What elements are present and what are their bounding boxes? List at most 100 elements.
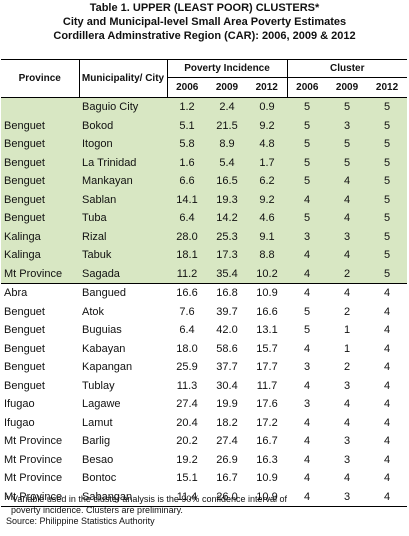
province-cell: Benguet [4,305,45,318]
poverty-2012-cell: 17.2 [256,416,278,429]
cluster-2009-cell: 5 [327,97,368,117]
poverty-2006-cell: 25.9 [176,361,198,374]
cluster-2012-cell: 4 [383,416,391,429]
province-cell: Kalinga [1,227,79,246]
poverty-2012-cell: 8.8 [247,246,288,265]
municipality-cell: Tuba [79,209,167,228]
cluster-2012-cell: 4 [383,287,391,300]
cluster-2012-cell: 4 [383,398,391,411]
poverty-2009-cell: 42.0 [216,324,238,337]
table-row: Kalinga Tabuk 18.1 17.3 8.8 4 4 5 [1,246,408,265]
table-row: Benguet Tublay 11.3 30.4 11.7 4 3 4 [1,377,407,396]
cluster-2009-cell: 5 [327,153,368,172]
cluster-2012-cell: 4 [383,472,391,485]
municipality-cell: Atok [82,305,105,318]
table-row: Benguet Sablan 14.1 19.3 9.2 4 4 5 [1,190,408,209]
header-year-pov-2012: 2012 [247,77,288,98]
poverty-2012-cell: 15.7 [256,342,278,355]
cluster-2006-cell: 5 [303,324,311,337]
poverty-2006-cell: 6.6 [167,172,207,191]
poverty-2009-cell: 18.2 [216,416,238,429]
table-row: Benguet Tuba 6.4 14.2 4.6 5 4 5 [1,209,408,228]
municipality-cell: La Trinidad [79,153,167,172]
cluster-2009-cell: 4 [343,416,351,429]
poverty-2009-cell: 16.5 [207,172,247,191]
province-cell: Mt Province [1,264,79,284]
cluster-2009-cell: 4 [327,209,368,228]
poverty-2012-cell: 17.6 [256,398,278,411]
municipality-cell: Mankayan [79,172,167,191]
poverty-2009-cell: 17.3 [207,246,247,265]
poverty-2006-cell: 6.4 [167,209,207,228]
cluster-2009-cell: 3 [327,487,368,507]
table-row: Benguet Mankayan 6.6 16.5 6.2 5 4 5 [1,172,408,191]
cluster-2006-cell: 5 [287,116,328,135]
cluster-2012-cell: 4 [383,324,391,337]
cluster-2009-cell: 5 [327,135,368,154]
poverty-2009-cell: 16.7 [216,472,238,485]
cluster-2006-cell: 3 [303,398,311,411]
table-row: Mt Province Barlig 20.2 27.4 16.7 4 3 4 [1,432,407,451]
province-cell: Ifugao [4,416,35,429]
cluster-2006-cell: 4 [303,453,311,466]
title-line-3: Cordillera Adminstrative Region (CAR): 2… [53,30,356,42]
cluster-2006-cell: 5 [287,209,328,228]
cluster-2006-cell: 4 [287,487,328,507]
province-cell: Benguet [4,324,45,337]
table-row: Benguet Buguias 6.4 42.0 13.1 5 1 4 [1,321,407,340]
cluster-2012-cell: 4 [383,361,391,374]
cluster-2009-cell: 3 [343,453,351,466]
title-line-2: City and Municipal-level Small Area Pove… [62,16,347,28]
cluster-2012-cell: 5 [367,190,408,209]
cluster-2006-cell: 4 [303,416,311,429]
municipality-cell: Tublay [82,379,115,392]
cluster-2009-cell: 4 [327,172,368,191]
cluster-2009-cell: 3 [327,116,368,135]
poverty-2006-cell: 20.4 [176,416,198,429]
province-cell: Benguet [1,135,79,154]
header-year-pov-2009: 2009 [207,77,247,98]
table-row: Mt Province Besao 19.2 26.9 16.3 4 3 4 [1,451,407,470]
municipality-cell: Sabangan [79,487,167,507]
municipality-cell: Tabuk [79,246,167,265]
poverty-2009-cell: 25.3 [207,227,247,246]
cluster-2006-cell: 3 [303,361,311,374]
cluster-2009-cell: 3 [343,435,351,448]
poverty-2012-cell: 9.2 [247,116,288,135]
poverty-2006-cell: 5.8 [167,135,207,154]
poverty-2009-cell: 19.3 [207,190,247,209]
table-row: Benguet La Trinidad 1.6 5.4 1.7 5 5 5 [1,153,408,172]
poverty-2006-cell: 11.2 [167,264,207,284]
table-row: Mt Province Sabangan 11.4 26.0 10.9 4 3 4 [1,487,408,507]
poverty-2006-cell: 5.1 [167,116,207,135]
municipality-cell: Lamut [82,416,113,429]
province-cell: Abra [4,287,28,300]
table-row: Kalinga Rizal 28.0 25.3 9.1 3 3 5 [1,227,408,246]
cluster-2012-cell: 4 [367,487,408,507]
poverty-2009-cell: 27.4 [216,435,238,448]
province-cell: Ifugao [4,398,35,411]
cluster-2006-cell: 5 [287,153,328,172]
cluster-2009-cell: 2 [327,264,368,284]
poverty-2012-cell: 16.6 [256,305,278,318]
municipality-cell: Bontoc [82,472,117,485]
cluster-2009-cell: 3 [343,379,351,392]
header-province: Province [1,59,80,98]
header-municipality: Municipality/ City [79,59,168,98]
table-title: Table 1. UPPER (LEAST POOR) CLUSTERS* Ci… [0,0,409,43]
table-row: Benguet Kapangan 25.9 37.7 17.7 3 2 4 [1,358,407,377]
poverty-2012-cell: 10.9 [256,287,278,300]
poverty-2012-cell: 16.7 [256,435,278,448]
poverty-2009-cell: 8.9 [207,135,247,154]
province-cell: Benguet [1,116,79,135]
province-cell: Benguet [1,153,79,172]
poverty-2012-cell: 6.2 [247,172,288,191]
poverty-2012-cell: 10.9 [247,487,288,507]
cluster-2009-cell: 4 [343,398,351,411]
header-cluster: Cluster [287,59,408,78]
table-row: Benguet Atok 7.6 39.7 16.6 5 2 4 [1,303,407,322]
poverty-2012-cell: 1.7 [247,153,288,172]
table-row: Mt Province Bontoc 15.1 16.7 10.9 4 4 4 [1,469,407,488]
poverty-2006-cell: 11.4 [167,487,207,507]
table-row: Benguet Kabayan 18.0 58.6 15.7 4 1 4 [1,340,407,359]
